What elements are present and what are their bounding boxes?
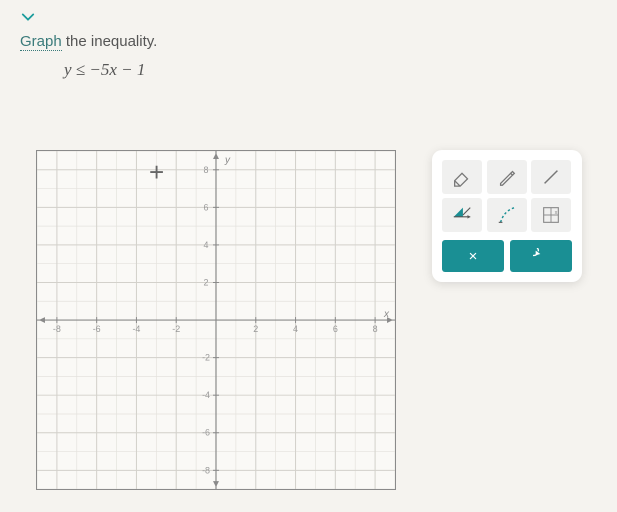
svg-text:-6: -6 — [202, 428, 210, 438]
svg-text:8: 8 — [373, 324, 378, 334]
svg-text:-2: -2 — [172, 324, 180, 334]
svg-text:-2: -2 — [202, 353, 210, 363]
undo-button[interactable] — [510, 240, 572, 272]
svg-text:-8: -8 — [53, 324, 61, 334]
line-tool[interactable] — [531, 160, 571, 194]
pencil-icon — [496, 166, 518, 188]
drawing-toolbox: x × — [432, 150, 582, 282]
shade-dashed-icon — [496, 204, 518, 226]
pencil-tool[interactable] — [487, 160, 527, 194]
svg-text:4: 4 — [293, 324, 298, 334]
svg-text:-8: -8 — [202, 465, 210, 475]
svg-text:2: 2 — [253, 324, 258, 334]
graph-canvas[interactable]: -8-6-4-22468-8-6-4-22468 y x + — [36, 150, 396, 490]
y-axis-label: y — [225, 155, 230, 166]
glossary-link-graph[interactable]: Graph — [20, 33, 62, 51]
eraser-icon — [451, 166, 473, 188]
svg-text:x: x — [555, 210, 558, 216]
eraser-tool[interactable] — [442, 160, 482, 194]
point-no-solution-tool[interactable]: x — [531, 198, 571, 232]
svg-text:-4: -4 — [202, 390, 210, 400]
question-prompt: Graph the inequality. — [20, 33, 599, 50]
svg-text:6: 6 — [204, 202, 209, 212]
coordinate-grid: -8 -6 -4 -2 2 4 6 8 -8 -6 -4 -2 2 4 6 8 — [37, 151, 395, 489]
x-axis-label: x — [384, 309, 389, 320]
svg-text:6: 6 — [333, 324, 338, 334]
svg-text:2: 2 — [204, 277, 209, 287]
collapse-chevron-icon[interactable] — [18, 8, 38, 26]
svg-text:-4: -4 — [132, 324, 140, 334]
shade-solid-tool[interactable] — [442, 198, 482, 232]
svg-text:8: 8 — [204, 165, 209, 175]
clear-icon: × — [469, 248, 478, 265]
shade-solid-icon — [451, 204, 473, 226]
undo-icon — [533, 248, 549, 264]
clear-button[interactable]: × — [442, 240, 504, 272]
no-solution-icon: x — [540, 204, 562, 226]
svg-text:-6: -6 — [93, 324, 101, 334]
inequality-formula: y ≤ −5x − 1 — [64, 60, 599, 80]
prompt-rest: the inequality. — [62, 33, 158, 50]
svg-text:4: 4 — [204, 240, 209, 250]
shade-dashed-tool[interactable] — [487, 198, 527, 232]
line-icon — [540, 166, 562, 188]
